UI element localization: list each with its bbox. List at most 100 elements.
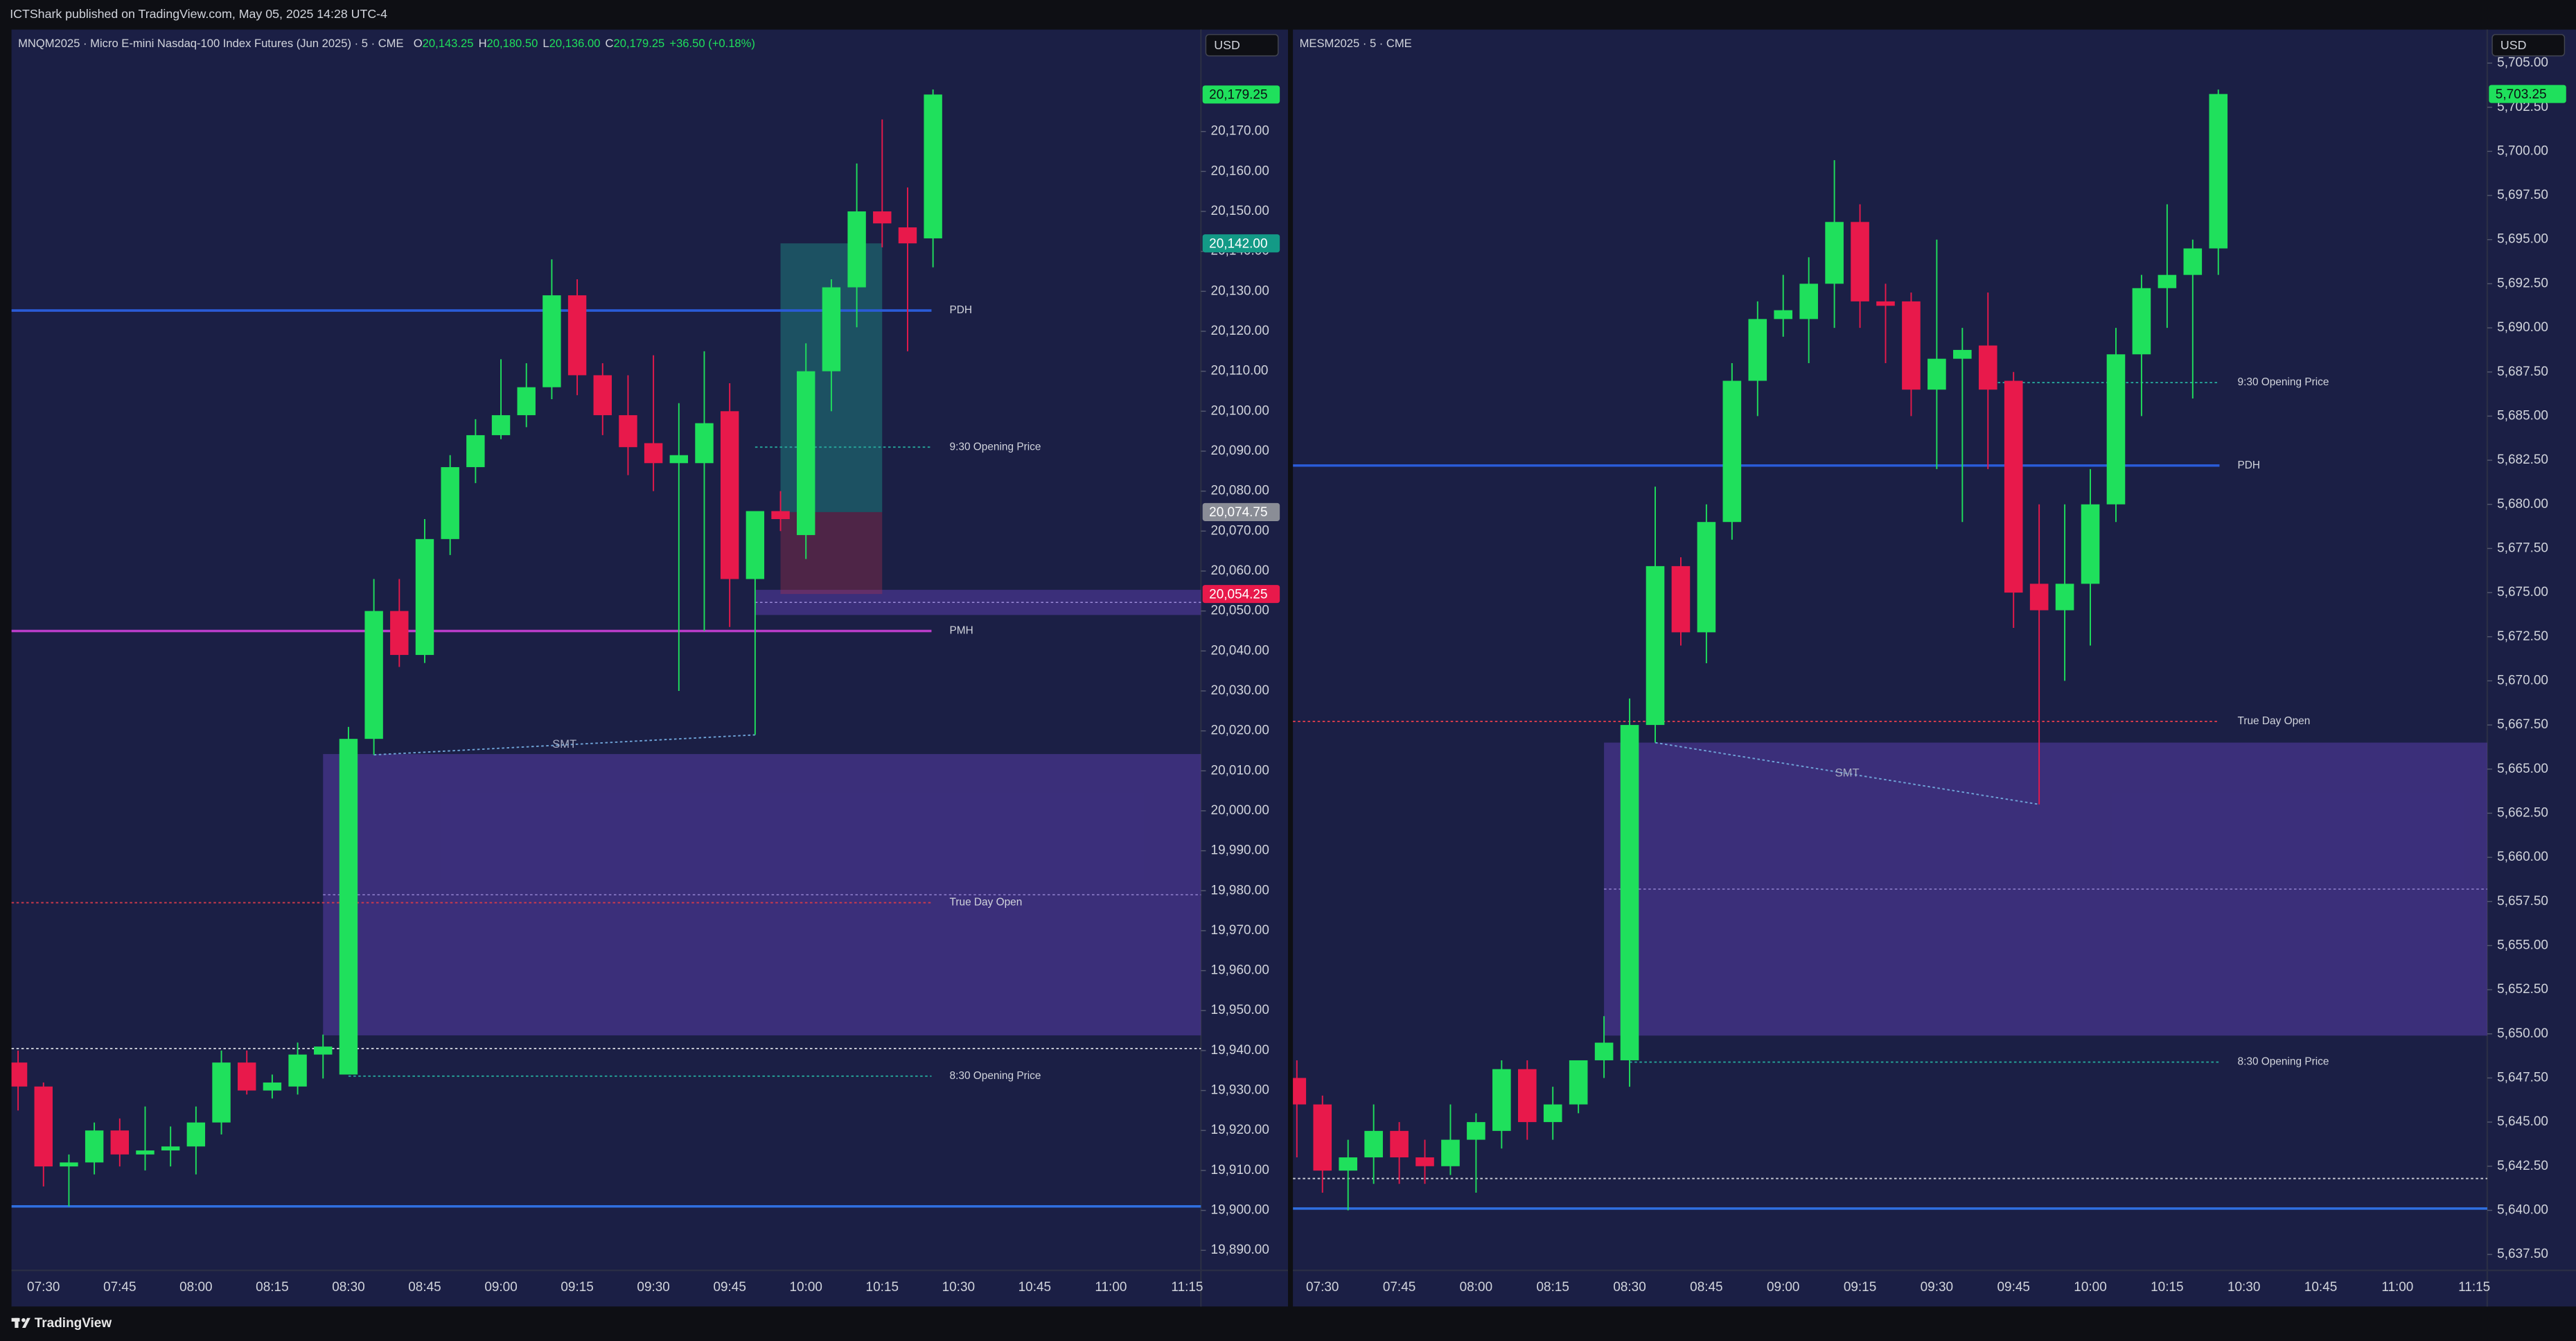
x-tick-label: 09:00 [484, 1280, 517, 1295]
candle-body [212, 1062, 231, 1123]
candle-body [1620, 725, 1639, 1060]
chart-legend: MESM2025 · 5 · CME [1300, 37, 1412, 50]
candle-body [2132, 288, 2151, 355]
price-tag [2489, 85, 2566, 103]
x-tick-label: 10:30 [2227, 1280, 2260, 1295]
candle-body [695, 423, 714, 464]
ohlc-key: O [414, 37, 423, 50]
currency-box [1205, 34, 1279, 57]
price-tag [1202, 502, 1280, 521]
candle-body [415, 538, 434, 656]
candle-body [1876, 301, 1895, 306]
candle-body [1927, 358, 1946, 390]
x-tick-label: 10:45 [1018, 1280, 1051, 1295]
candle-body [898, 227, 917, 244]
candle-body [136, 1150, 155, 1155]
x-tick-label: 11:00 [1095, 1280, 1127, 1295]
y-tick-label: 20,060.00 [1211, 563, 1269, 578]
x-tick-label: 07:30 [1306, 1280, 1339, 1295]
y-tick-label: 19,900.00 [1211, 1203, 1269, 1218]
candle-body [669, 455, 689, 464]
publish-header: ICTShark published on TradingView.com, M… [10, 7, 387, 21]
y-tick-label: 20,080.00 [1211, 484, 1269, 498]
candle-body [288, 1054, 307, 1087]
level-label: 8:30 Opening Price [2238, 1056, 2329, 1068]
candle-body [1722, 380, 1742, 523]
y-tick-label: 20,110.00 [1211, 364, 1269, 378]
y-tick-label: 19,970.00 [1211, 923, 1269, 938]
candle-body [797, 371, 815, 536]
panel-right [1293, 29, 2576, 1307]
x-tick-label: 10:45 [2304, 1280, 2337, 1295]
y-tick-label: 5,667.50 [2497, 717, 2548, 732]
y-tick-label: 5,705.00 [2497, 55, 2548, 70]
candle-body [542, 295, 561, 387]
y-tick-label: 5,695.00 [2497, 232, 2548, 247]
candle-body [1697, 522, 1716, 633]
ohlc-key: C [606, 37, 614, 50]
candle-body [2106, 354, 2126, 505]
x-tick-label: 07:45 [103, 1280, 136, 1295]
price-tag-label: 20,074.75 [1209, 505, 1267, 520]
candle-body [186, 1122, 206, 1147]
level-label: PDH [2238, 459, 2261, 471]
x-tick-label: 11:15 [1171, 1280, 1203, 1295]
x-tick-label: 08:30 [1613, 1280, 1646, 1295]
candle-body [1953, 349, 1972, 359]
y-tick-label: 5,660.00 [2497, 850, 2548, 864]
candle-body [1774, 310, 1793, 319]
candle-body [771, 511, 790, 520]
candle-body [263, 1083, 282, 1091]
y-tick-label: 19,890.00 [1211, 1243, 1269, 1257]
candle-body [1415, 1157, 1434, 1166]
candle-body [1825, 222, 1844, 284]
candle-body [85, 1130, 104, 1163]
y-tick-label: 5,652.50 [2497, 982, 2548, 997]
candle-body [1646, 566, 1665, 726]
x-tick-label: 10:15 [2151, 1280, 2183, 1295]
x-tick-label: 09:00 [1767, 1280, 1799, 1295]
ohlc-key: L [542, 37, 549, 50]
price-tag [1202, 585, 1280, 604]
x-tick-label: 07:30 [27, 1280, 60, 1295]
x-tick-label: 11:00 [2381, 1280, 2413, 1295]
level-label: PMH [950, 625, 973, 637]
candle-body [11, 1062, 28, 1087]
candle-body [644, 443, 663, 464]
level-label: 9:30 Opening Price [2238, 376, 2329, 388]
candle-body [822, 287, 841, 371]
tv-logo [11, 1317, 30, 1329]
level-label: True Day Open [2238, 715, 2311, 727]
y-tick-label: 5,680.00 [2497, 497, 2548, 511]
x-tick-label: 09:45 [713, 1280, 746, 1295]
candle-body [567, 295, 587, 376]
candle-body [1978, 345, 1997, 390]
candle-body [491, 415, 511, 435]
y-tick-label: 19,910.00 [1211, 1163, 1269, 1177]
candle-body [2081, 504, 2100, 584]
candle-body [238, 1062, 256, 1091]
ohlc-value: 20,179.25 [614, 37, 665, 50]
y-tick-label: 5,637.50 [2497, 1247, 2548, 1261]
y-tick-label: 20,010.00 [1211, 763, 1269, 778]
y-tick-label: 5,650.00 [2497, 1026, 2548, 1041]
candle-body [1594, 1042, 1614, 1060]
price-tag-label: 5,703.25 [2496, 87, 2547, 102]
price-tag-label: 20,054.25 [1209, 587, 1267, 602]
x-tick-label: 10:15 [866, 1280, 899, 1295]
y-tick-label: 20,020.00 [1211, 724, 1269, 738]
x-tick-label: 08:00 [179, 1280, 212, 1295]
y-tick-label: 19,990.00 [1211, 843, 1269, 858]
y-tick-label: 20,170.00 [1211, 124, 1269, 139]
change-value: +36.50 (+0.18%) [669, 37, 755, 50]
candle-body [924, 94, 942, 238]
level-label: 9:30 Opening Price [950, 441, 1041, 453]
y-tick-label: 5,697.50 [2497, 188, 2548, 202]
y-tick-label: 19,930.00 [1211, 1083, 1269, 1098]
candle-body [110, 1130, 130, 1155]
candle-body [60, 1162, 78, 1167]
candle-body [314, 1046, 333, 1055]
x-tick-label: 09:15 [561, 1280, 593, 1295]
x-tick-label: 11:15 [2458, 1280, 2490, 1295]
candle-body [746, 511, 765, 579]
